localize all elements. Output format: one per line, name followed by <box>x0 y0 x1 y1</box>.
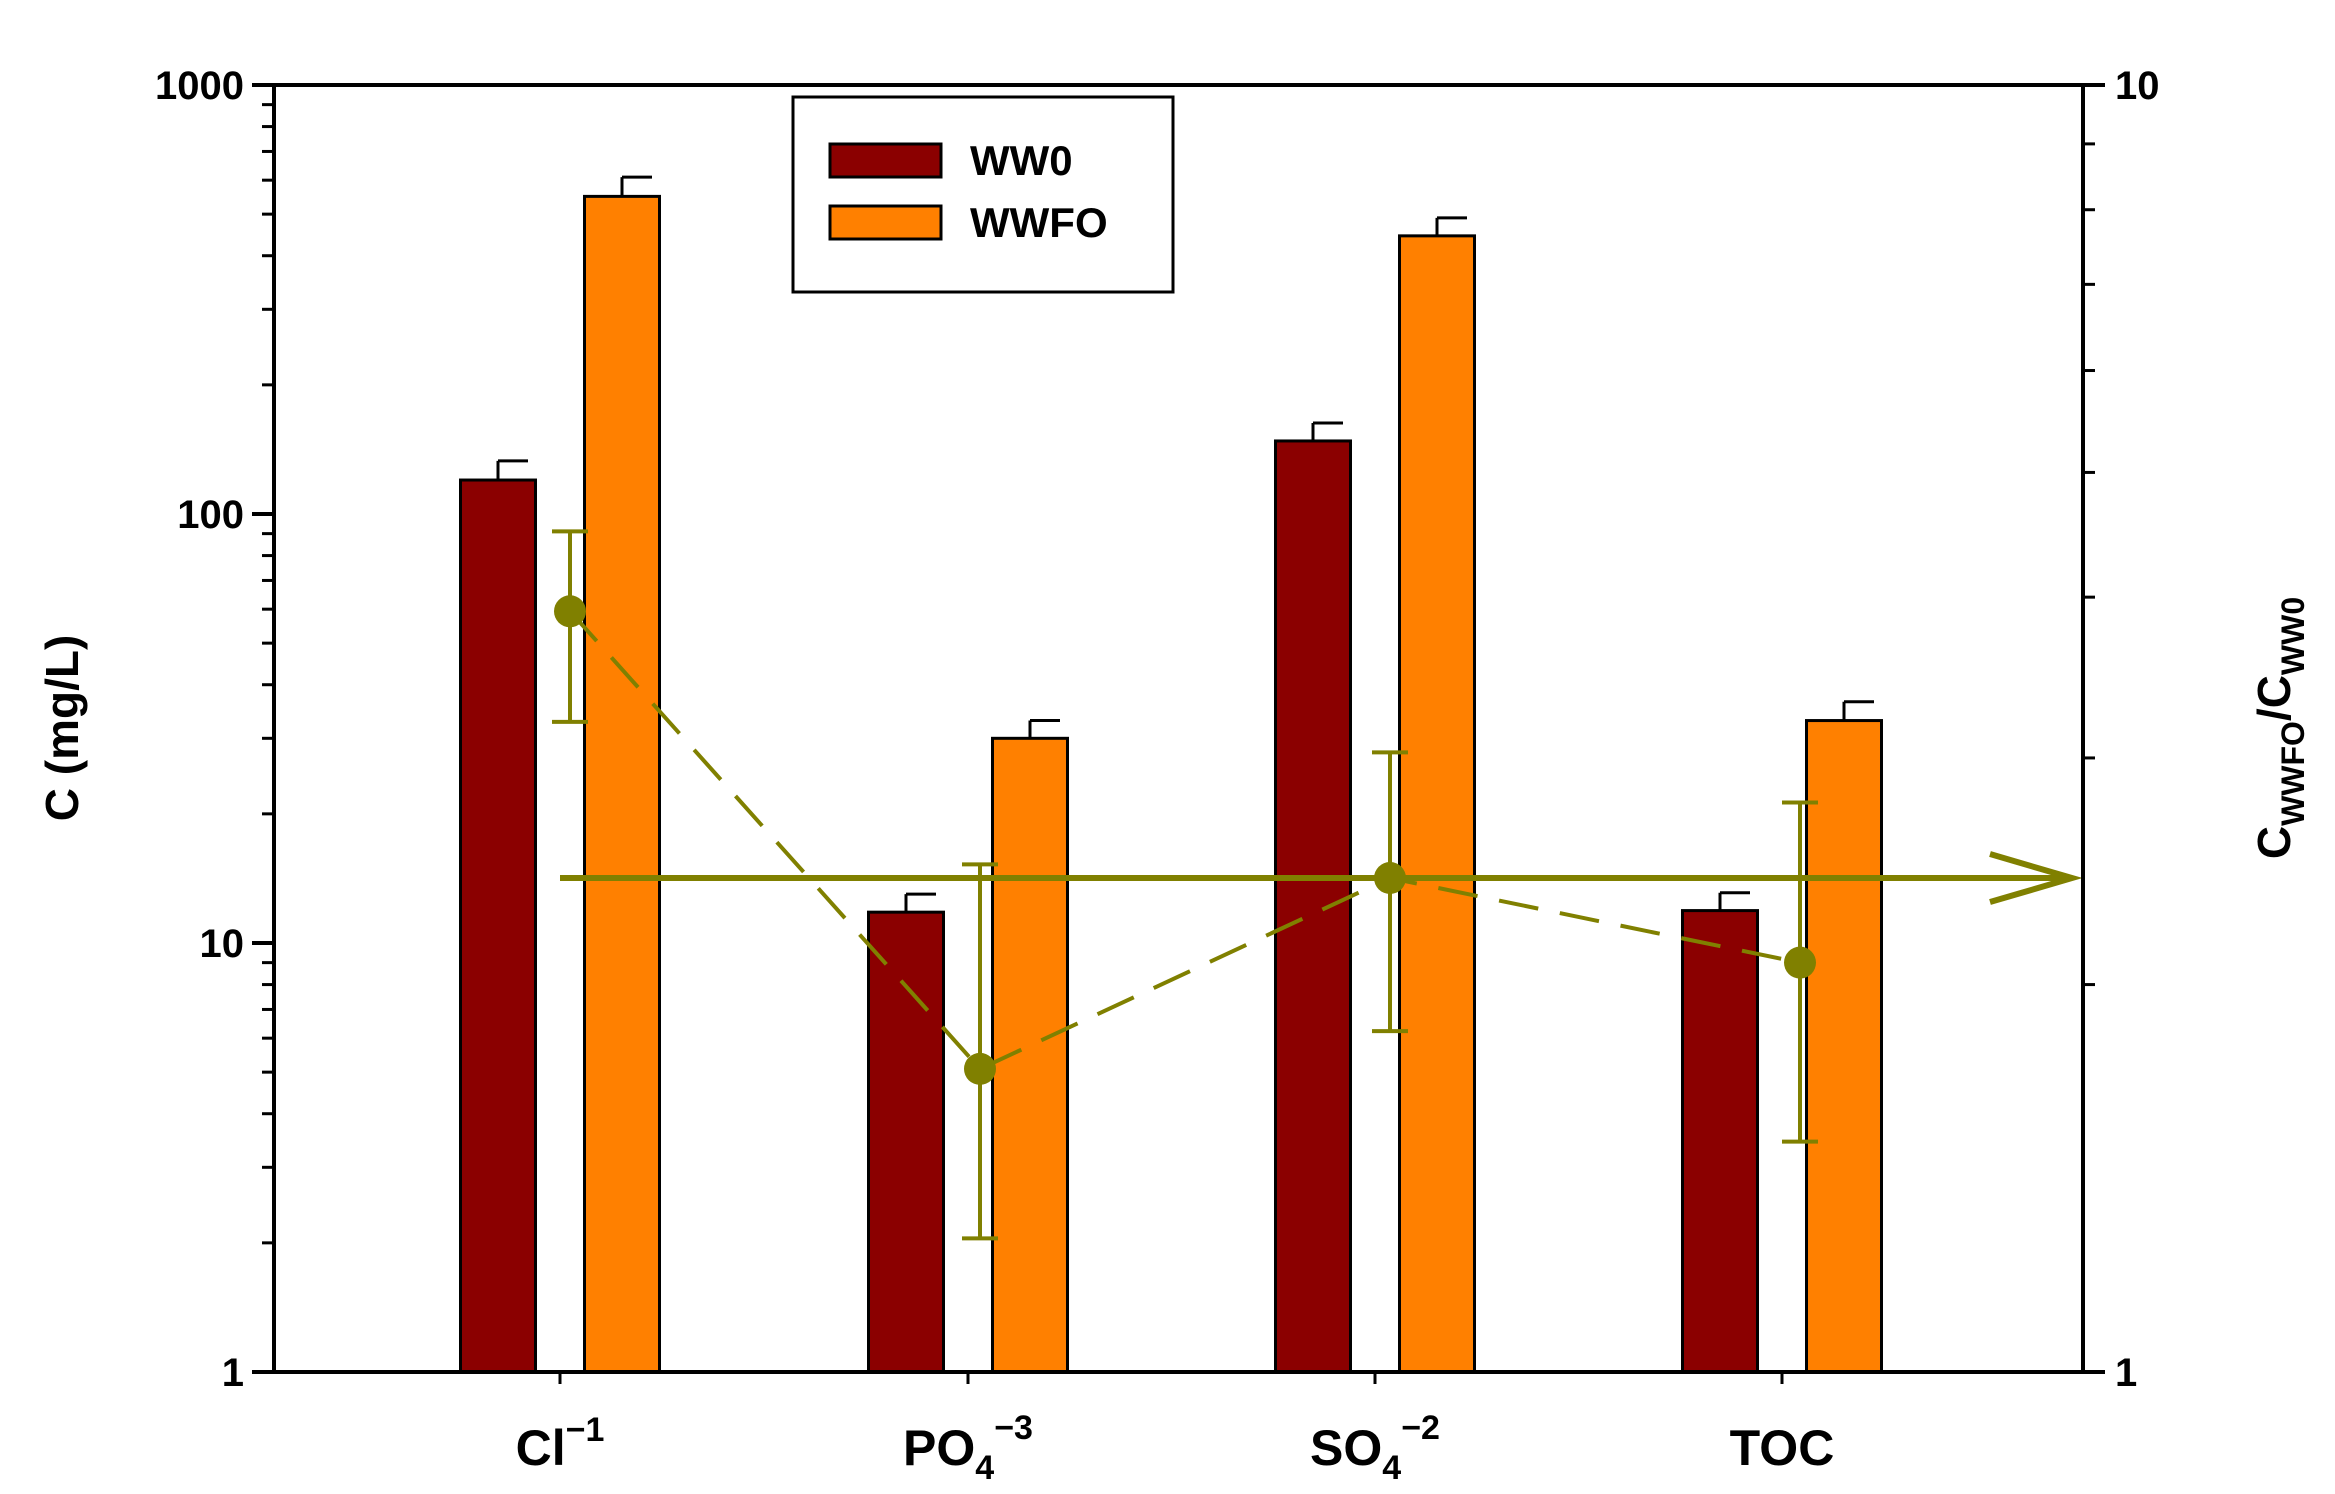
category-label-3: TOC <box>1730 1420 1835 1476</box>
category-label-0: Cl−1 <box>516 1411 605 1476</box>
y-right-tick-label: 1 <box>2115 1351 2137 1395</box>
y-left-tick-label: 100 <box>177 493 244 537</box>
bar-ww0-3 <box>1681 909 1759 1374</box>
category-label-1: PO4−3 <box>903 1409 1033 1487</box>
legend-swatch-wwfo <box>828 204 943 241</box>
legend-label-wwfo: WWFO <box>970 199 1108 246</box>
plot-frame <box>272 83 2085 1374</box>
category-label-2: SO4−2 <box>1310 1409 1440 1487</box>
bar-wwfo-2 <box>1398 234 1476 1374</box>
error-bars-layer <box>496 175 1874 913</box>
bar-wwfo-0 <box>583 194 661 1374</box>
y-right-axis-title: CWWFO/CWW0 <box>2248 597 2311 859</box>
bar-wwfo-1 <box>991 736 1069 1374</box>
legend-swatch-ww0 <box>828 142 943 179</box>
bar-wwfo-3 <box>1805 719 1883 1374</box>
ratio-point-0 <box>554 595 586 628</box>
errorbar-ww0-2 <box>1311 421 1343 441</box>
ratio-errorbar-1 <box>962 862 998 1241</box>
errorbar-wwfo-1 <box>1028 719 1060 739</box>
legend-label-ww0: WW0 <box>970 137 1073 184</box>
ratio-dashed-line <box>568 609 1801 1072</box>
category-labels: Cl−1 PO4−3 SO4−2 TOC <box>516 1409 1835 1487</box>
errorbar-ww0-0 <box>496 459 528 481</box>
errorbar-wwfo-2 <box>1435 216 1467 236</box>
legend: WW0 WWFO <box>791 95 1175 294</box>
ratio-point-2 <box>1374 862 1406 895</box>
axes-layer: 1 10 100 1000 1 10 <box>155 64 2159 1395</box>
bars-layer <box>459 194 1883 1374</box>
errorbar-wwfo-3 <box>1842 700 1874 721</box>
ratio-point-3 <box>1784 946 1816 979</box>
bar-ww0-0 <box>459 478 537 1374</box>
ratio-layer <box>552 529 2083 1241</box>
errorbar-wwfo-0 <box>620 175 652 197</box>
ratio-reference-arrowhead <box>1989 851 2083 905</box>
errorbar-ww0-1 <box>904 892 936 913</box>
y-left-tick-label: 10 <box>200 922 245 966</box>
bar-ww0-2 <box>1274 439 1352 1374</box>
y-right-tick-label: 10 <box>2115 64 2160 108</box>
legend-box <box>791 95 1175 294</box>
ratio-point-1 <box>964 1052 996 1085</box>
y-left-tick-label: 1 <box>222 1351 244 1395</box>
y-left-tick-label: 1000 <box>155 64 244 108</box>
errorbar-ww0-3 <box>1718 891 1750 911</box>
y-left-axis-title: C (mg/L) <box>36 635 88 822</box>
bar-ww0-1 <box>867 910 945 1374</box>
